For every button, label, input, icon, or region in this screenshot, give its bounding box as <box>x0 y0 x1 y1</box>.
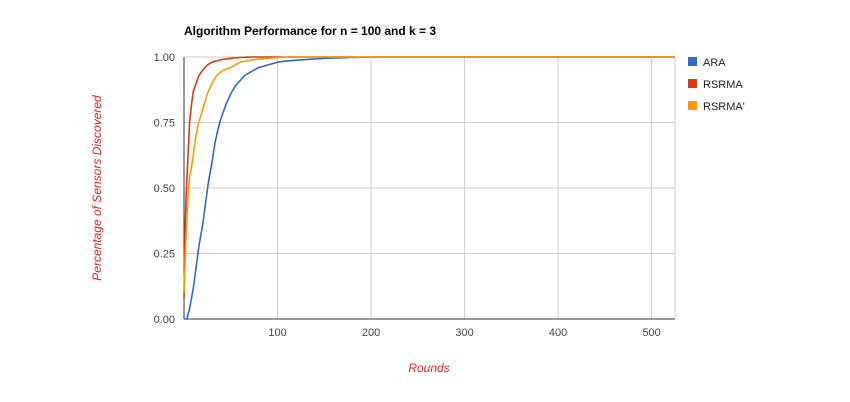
legend-label: RSRMA <box>703 79 743 91</box>
y-tick-label: 0.25 <box>154 249 175 261</box>
legend-swatch <box>688 79 697 88</box>
series-line-ara <box>184 56 675 320</box>
y-tick-label: 1.00 <box>154 52 175 64</box>
legend-swatch <box>688 57 697 66</box>
series-line-rsrma- <box>183 56 675 293</box>
x-tick-label: 500 <box>642 327 660 339</box>
grid <box>183 56 676 320</box>
x-tick-label: 300 <box>455 327 473 339</box>
y-axis-ticks: 0.00 0.25 0.50 0.75 1.00 <box>154 52 175 326</box>
series-line-rsrma <box>183 56 675 299</box>
y-axis-label: Percentage of Sensors Discovered <box>90 95 104 281</box>
legend: ARA RSRMA RSRMA' <box>688 57 745 113</box>
legend-label: RSRMA' <box>703 101 745 113</box>
legend-label: ARA <box>703 57 726 69</box>
x-tick-label: 400 <box>549 327 567 339</box>
x-axis-ticks: 100 200 300 400 500 <box>268 327 660 339</box>
legend-swatch <box>688 101 697 110</box>
y-tick-label: 0.00 <box>154 314 175 326</box>
x-tick-label: 100 <box>268 327 286 339</box>
x-tick-label: 200 <box>362 327 380 339</box>
y-tick-label: 0.50 <box>154 183 175 195</box>
y-tick-label: 0.75 <box>154 118 175 130</box>
series-lines <box>183 56 675 320</box>
chart-title: Algorithm Performance for n = 100 and k … <box>184 24 436 38</box>
x-axis-label: Rounds <box>408 361 449 375</box>
